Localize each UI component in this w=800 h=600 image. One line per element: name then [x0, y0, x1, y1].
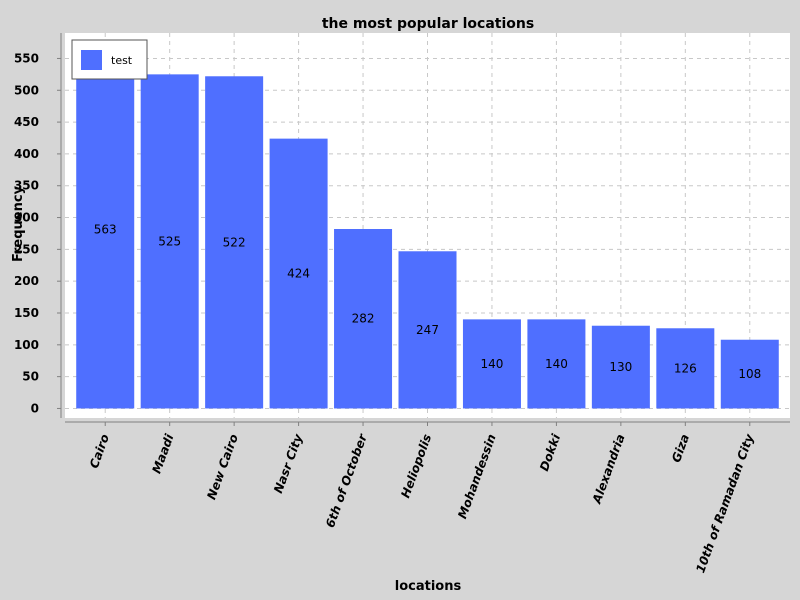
x-tick-label: 6th of October	[323, 431, 370, 529]
bar-value-label: 282	[352, 312, 375, 326]
x-axis-title: locations	[395, 579, 462, 594]
bar	[205, 76, 264, 409]
bar	[140, 74, 199, 409]
x-axis: Cairo Maadi New Cairo Nasr City 6th of Octob…	[65, 421, 790, 575]
y-tick-label: 150	[14, 306, 39, 320]
y-axis-title: Frequency	[11, 185, 26, 262]
y-axis: 0 50 100 150 200 250 300 350 400 450 500 550	[14, 33, 62, 418]
bar-value-label: 522	[223, 235, 246, 249]
chart-title: the most popular locations	[322, 16, 534, 32]
bar-value-label: 140	[545, 357, 568, 371]
y-tick-label: 450	[14, 115, 39, 129]
bar-value-label: 140	[481, 357, 504, 371]
y-tick-label: 350	[14, 179, 39, 193]
data-labels: 563 525 522 424 282 247 140 140 130 126 108	[94, 222, 761, 381]
bar-value-label: 130	[609, 360, 632, 374]
bar	[334, 229, 393, 409]
x-tick-label: Dokki	[537, 431, 564, 473]
y-tick-label: 0	[31, 401, 39, 415]
y-tick-label: 300	[14, 211, 39, 225]
bar-value-label: 525	[158, 234, 181, 248]
bar	[720, 339, 779, 409]
bar-value-label: 424	[287, 267, 310, 281]
x-tick-label: Alexandria	[589, 432, 627, 506]
bar	[269, 138, 328, 409]
x-tick-label: Giza	[669, 432, 692, 464]
x-tick-label: 10th of Ramadan City	[693, 431, 757, 575]
bar	[656, 328, 715, 409]
legend: test	[71, 39, 148, 80]
bar	[462, 319, 521, 409]
y-tick-label: 550	[14, 51, 39, 65]
bars	[76, 50, 779, 409]
y-tick-label: 500	[14, 83, 39, 97]
bar-value-label: 108	[738, 367, 761, 381]
y-tick-label: 400	[14, 147, 39, 161]
x-tick-label: Mohandessin	[455, 432, 499, 520]
bar	[527, 319, 586, 409]
y-tick-label: 50	[22, 370, 39, 384]
x-tick-label: New Cairo	[204, 432, 241, 501]
bar-value-label: 247	[416, 323, 439, 337]
y-tick-label: 100	[14, 338, 39, 352]
x-tick-label: Maadi	[149, 431, 176, 475]
y-tick-label: 200	[14, 274, 39, 288]
bar	[76, 50, 135, 409]
y-tick-label: 250	[14, 242, 39, 256]
legend-swatch	[81, 50, 102, 70]
bar-value-label: 563	[94, 222, 117, 236]
legend-label: test	[111, 54, 133, 67]
bar	[398, 251, 457, 409]
bar-value-label: 126	[674, 361, 697, 375]
x-tick-label: Nasr City	[271, 431, 306, 495]
x-tick-label: Cairo	[87, 432, 112, 470]
bar	[591, 325, 650, 409]
x-tick-label: Heliopolis	[398, 432, 434, 500]
